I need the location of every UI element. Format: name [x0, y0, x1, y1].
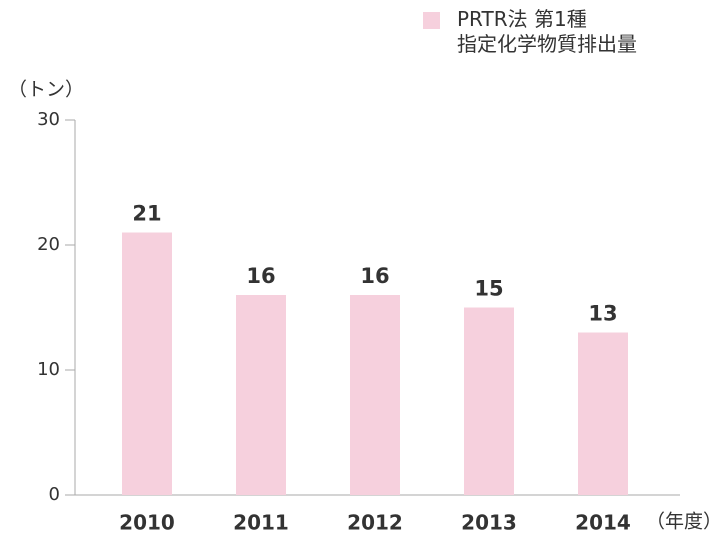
- value-label: 13: [588, 302, 617, 326]
- y-tick-label: 20: [37, 234, 60, 255]
- y-tick-label: 30: [37, 109, 60, 130]
- value-label: 16: [360, 264, 389, 288]
- x-tick-label: 2013: [461, 511, 517, 535]
- bar: [578, 332, 628, 495]
- legend-label: PRTR法 第1種 指定化学物質排出量: [457, 7, 637, 56]
- bar: [350, 295, 400, 495]
- value-label: 16: [246, 264, 275, 288]
- value-label: 15: [474, 277, 503, 301]
- x-tick-label: 2012: [347, 511, 403, 535]
- x-tick-label: 2011: [233, 511, 289, 535]
- bar: [464, 307, 514, 495]
- y-tick-label: 0: [49, 484, 60, 505]
- legend-swatch: [423, 12, 440, 29]
- x-axis-label: （年度）: [646, 511, 717, 533]
- bar: [122, 232, 172, 495]
- x-tick-label: 2010: [119, 511, 175, 535]
- y-tick-label: 10: [37, 359, 60, 380]
- bar: [236, 295, 286, 495]
- x-tick-label: 2014: [575, 511, 631, 535]
- value-label: 21: [132, 202, 161, 226]
- y-axis-label: （トン）: [8, 79, 84, 101]
